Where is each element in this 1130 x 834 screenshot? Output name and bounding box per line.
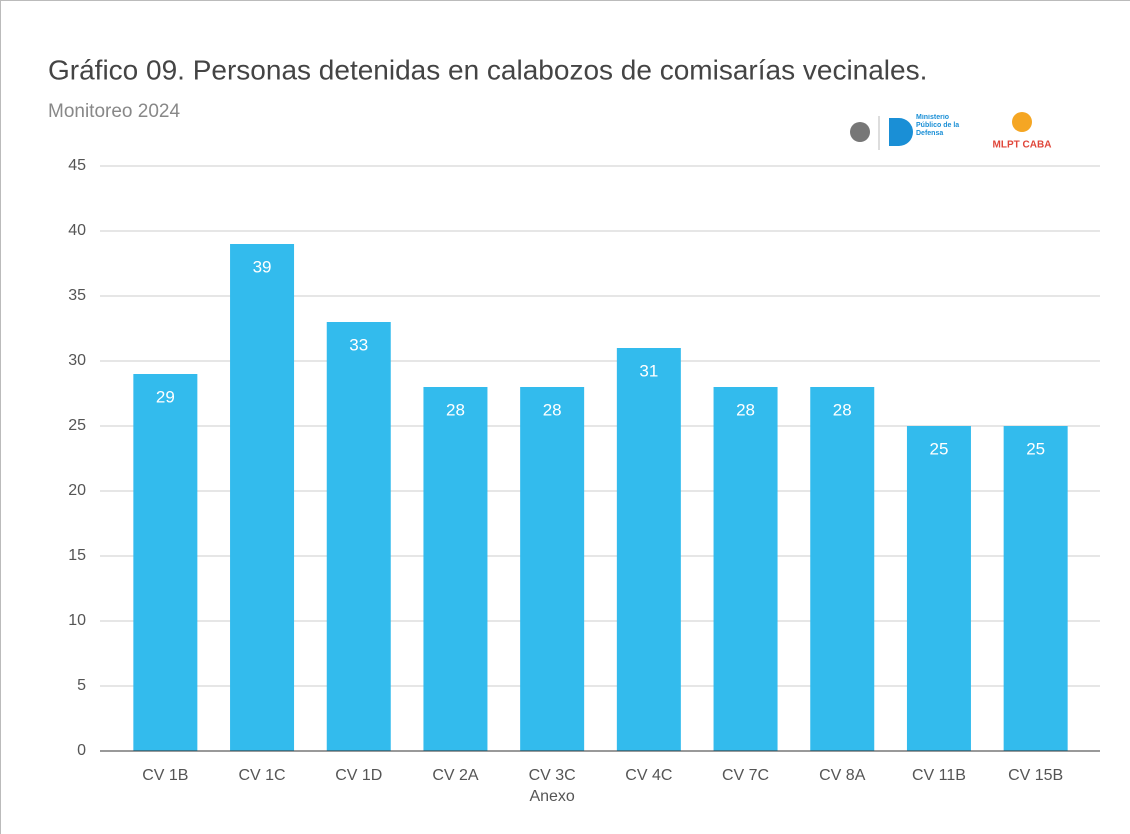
data-label: 28 (543, 400, 562, 419)
data-label: 25 (1026, 439, 1045, 458)
logo-mpd: Ministerio Público de la Defensa (850, 114, 960, 150)
bar (133, 374, 198, 751)
x-tick-label: CV 4C (625, 767, 672, 784)
data-label: 28 (736, 400, 755, 419)
x-tick-label: CV 7C (722, 767, 769, 784)
logo-sun (1012, 112, 1032, 132)
bar (1003, 426, 1068, 751)
y-tick-label: 25 (68, 417, 86, 434)
bar (326, 322, 391, 751)
y-tick-label: 20 (68, 482, 86, 499)
y-tick-label: 45 (68, 157, 86, 174)
bar (906, 426, 971, 751)
y-tick-label: 40 (68, 222, 86, 239)
y-tick-label: 10 (68, 612, 86, 629)
y-tick-label: 30 (68, 352, 86, 369)
x-tick-label: CV 2A (432, 767, 479, 784)
y-tick-label: 0 (77, 742, 86, 759)
data-label: 28 (446, 400, 465, 419)
y-tick-label: 35 (68, 287, 86, 304)
bar (713, 387, 778, 751)
y-tick-label: 15 (68, 547, 86, 564)
x-tick-label: CV 1B (142, 767, 188, 784)
x-tick-label: CV 8A (819, 767, 866, 784)
y-tick-label: 5 (77, 677, 86, 694)
chart-subtitle: Monitoreo 2024 (48, 101, 180, 122)
data-label: 25 (929, 439, 948, 458)
data-label: 29 (156, 387, 175, 406)
bar (230, 244, 295, 751)
logo-mlpt: MLPT CABA (993, 112, 1052, 151)
x-tick-label: CV 1D (335, 767, 382, 784)
data-label: 31 (639, 361, 658, 380)
x-tick-label: CV 1C (238, 767, 285, 784)
logo-mlpt-text: MLPT CABA (993, 140, 1052, 151)
data-label: 33 (349, 335, 368, 354)
x-tick-label: CV 15B (1008, 767, 1063, 784)
logo-mpd-text-box: Ministerio Público de la Defensa (916, 114, 960, 137)
data-label: 39 (253, 257, 272, 276)
chart-title: Gráfico 09. Personas detenidas en calabo… (48, 54, 927, 85)
logo-mpd-text: Ministerio Público de la Defensa (916, 114, 960, 137)
bar (810, 387, 875, 751)
logo-d (889, 118, 913, 146)
data-label: 28 (833, 400, 852, 419)
logo-seal (850, 122, 870, 142)
bar (616, 348, 681, 751)
x-tick-label: CV 3C Anexo (529, 767, 576, 805)
bar (520, 387, 585, 751)
x-tick-label: CV 11B (912, 767, 966, 784)
bar (423, 387, 488, 751)
